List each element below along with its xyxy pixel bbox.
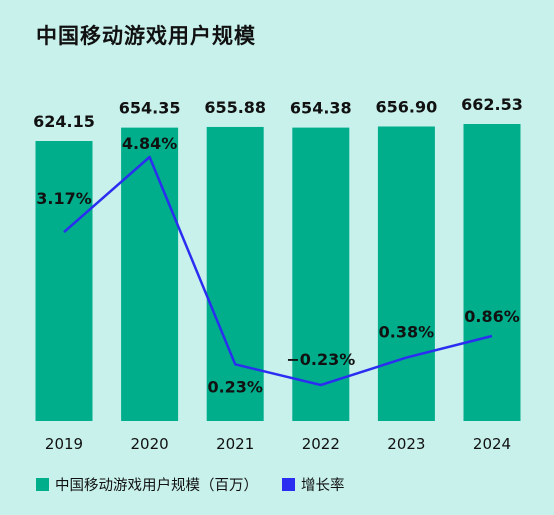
- growth-label-2022: −0.23%: [286, 350, 355, 369]
- legend-label-growth: 增长率: [301, 478, 345, 494]
- growth-label-2023: 0.38%: [379, 323, 435, 342]
- bar-value-label-2024: 662.53: [461, 95, 523, 114]
- growth-label-2024: 0.86%: [464, 307, 520, 326]
- bar-2019: [35, 141, 93, 421]
- legend: 中国移动游戏用户规模（百万） 增长率: [36, 474, 345, 495]
- bar-2022: [292, 127, 350, 421]
- bar-value-label-2023: 656.90: [376, 97, 438, 116]
- growth-label-2021: 0.23%: [207, 377, 263, 396]
- x-tick-label-2023: 2023: [387, 435, 425, 453]
- growth-label-2020: 4.84%: [122, 134, 178, 153]
- x-tick-label-2021: 2021: [216, 435, 254, 453]
- bar-value-label-2019: 624.15: [33, 112, 95, 131]
- growth-label-2019: 3.17%: [36, 189, 92, 208]
- bar-value-label-2022: 654.38: [290, 99, 352, 118]
- x-tick-label-2022: 2022: [302, 435, 340, 453]
- bar-value-label-2020: 654.35: [119, 99, 181, 118]
- bar-2024: [463, 124, 521, 421]
- bar-2020: [121, 127, 179, 422]
- x-tick-label-2024: 2024: [473, 435, 511, 453]
- x-tick-label-2019: 2019: [45, 435, 83, 453]
- bar-2023: [377, 126, 435, 421]
- legend-swatch-users: [36, 478, 49, 491]
- bar-value-label-2021: 655.88: [204, 98, 266, 117]
- growth-rate-line: [63, 155, 493, 387]
- bar-2021: [206, 126, 264, 421]
- legend-item-growth: 增长率: [282, 474, 345, 495]
- legend-item-users: 中国移动游戏用户规模（百万）: [36, 474, 258, 495]
- legend-swatch-growth: [282, 478, 295, 491]
- legend-label-users: 中国移动游戏用户规模（百万）: [55, 478, 258, 494]
- x-tick-label-2020: 2020: [131, 435, 169, 453]
- chart-title: 中国移动游戏用户规模: [36, 24, 256, 48]
